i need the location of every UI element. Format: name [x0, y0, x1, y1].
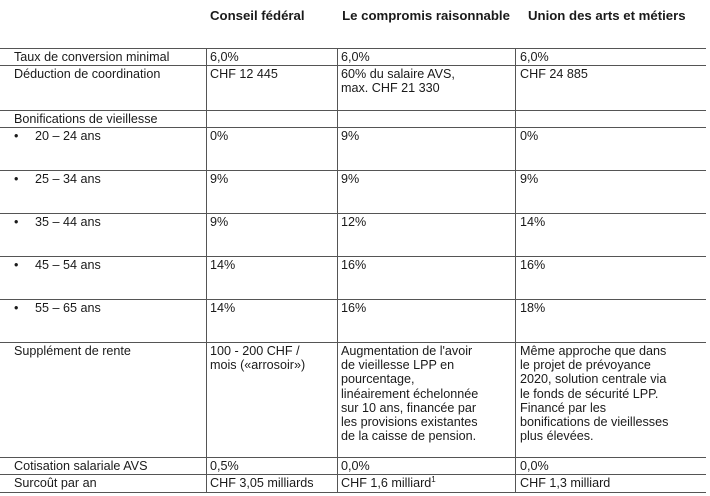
- row-label: 20 – 24 ans: [35, 129, 101, 143]
- header-compromis-raisonnable: Le compromis raisonnable: [342, 8, 510, 23]
- bullet-icon: •: [14, 301, 19, 315]
- row-label: 25 – 34 ans: [35, 172, 101, 186]
- bullet-icon: •: [14, 215, 19, 229]
- cell-union: CHF 1,3 milliard: [520, 476, 611, 490]
- bullet-icon: •: [14, 258, 19, 272]
- cell-conseil-federal: 9%: [210, 172, 229, 186]
- cell-union: 16%: [520, 258, 546, 272]
- table-row: Cotisation salariale AVS 0,5% 0,0% 0,0%: [0, 457, 706, 474]
- table-row: • 25 – 34 ans 9% 9% 9%: [0, 170, 706, 213]
- cell-compromis: 16%: [341, 301, 367, 315]
- row-label: Taux de conversion minimal: [14, 50, 170, 64]
- header-conseil-federal: Conseil fédéral: [210, 8, 305, 23]
- cell-compromis: 6,0%: [341, 50, 370, 64]
- cell-conseil-federal: 6,0%: [210, 50, 239, 64]
- table-row: Bonifications de vieillesse: [0, 110, 706, 127]
- cell-compromis: 16%: [341, 258, 367, 272]
- cell-compromis: CHF 1,6 milliard1: [341, 475, 513, 491]
- bullet-icon: •: [14, 172, 19, 186]
- row-label: Déduction de coordination: [14, 67, 161, 81]
- cell-union: 6,0%: [520, 50, 549, 64]
- table-row: • 35 – 44 ans 9% 12% 14%: [0, 213, 706, 256]
- table-row: Supplément de rente 100 - 200 CHF / mois…: [0, 342, 706, 457]
- row-label: Cotisation salariale AVS: [14, 459, 148, 473]
- cell-compromis: 9%: [341, 172, 360, 186]
- table-row: • 20 – 24 ans 0% 9% 0%: [0, 127, 706, 170]
- cell-union: CHF 24 885: [520, 67, 588, 81]
- cell-compromis: 9%: [341, 129, 360, 143]
- row-label: Bonifications de vieillesse: [14, 112, 158, 126]
- cell-union: Même approche que dans le projet de prév…: [520, 344, 669, 444]
- table-row: Déduction de coordination CHF 12 445 60%…: [0, 65, 706, 110]
- cell-compromis-text: CHF 1,6 milliard: [341, 476, 432, 490]
- cell-conseil-federal: 14%: [210, 258, 236, 272]
- cell-compromis: 12%: [341, 215, 367, 229]
- cell-conseil-federal: 14%: [210, 301, 236, 315]
- cell-conseil-federal: CHF 3,05 milliards: [210, 476, 314, 490]
- cell-compromis: Augmentation de l'avoir de vieillesse LP…: [341, 344, 479, 444]
- row-label: Surcoût par an: [14, 476, 97, 490]
- column-divider: [515, 48, 516, 492]
- table-row: • 55 – 65 ans 14% 16% 18%: [0, 299, 706, 342]
- column-divider: [206, 48, 207, 492]
- cell-union: 14%: [520, 215, 546, 229]
- cell-conseil-federal: 100 - 200 CHF / mois («arrosoir»): [210, 344, 306, 373]
- cell-union: 18%: [520, 301, 546, 315]
- cell-union: 0,0%: [520, 459, 549, 473]
- cell-compromis: 0,0%: [341, 459, 370, 473]
- row-label: 35 – 44 ans: [35, 215, 101, 229]
- table-row: Taux de conversion minimal 6,0% 6,0% 6,0…: [0, 48, 706, 65]
- row-label: Supplément de rente: [14, 344, 131, 358]
- cell-conseil-federal: CHF 12 445: [210, 67, 278, 81]
- footnote-marker: 1: [431, 475, 436, 484]
- table-row: Surcoût par an CHF 3,05 milliards CHF 1,…: [0, 474, 706, 493]
- column-divider: [337, 48, 338, 492]
- cell-conseil-federal: 9%: [210, 215, 229, 229]
- cell-conseil-federal: 0,5%: [210, 459, 239, 473]
- cell-conseil-federal: 0%: [210, 129, 229, 143]
- row-label: 45 – 54 ans: [35, 258, 101, 272]
- bullet-icon: •: [14, 129, 19, 143]
- header-union-arts-metiers: Union des arts et métiers: [528, 8, 686, 23]
- table-row: • 45 – 54 ans 14% 16% 16%: [0, 256, 706, 299]
- row-label: 55 – 65 ans: [35, 301, 101, 315]
- cell-union: 0%: [520, 129, 539, 143]
- cell-compromis: 60% du salaire AVS, max. CHF 21 330: [341, 67, 455, 96]
- cell-union: 9%: [520, 172, 539, 186]
